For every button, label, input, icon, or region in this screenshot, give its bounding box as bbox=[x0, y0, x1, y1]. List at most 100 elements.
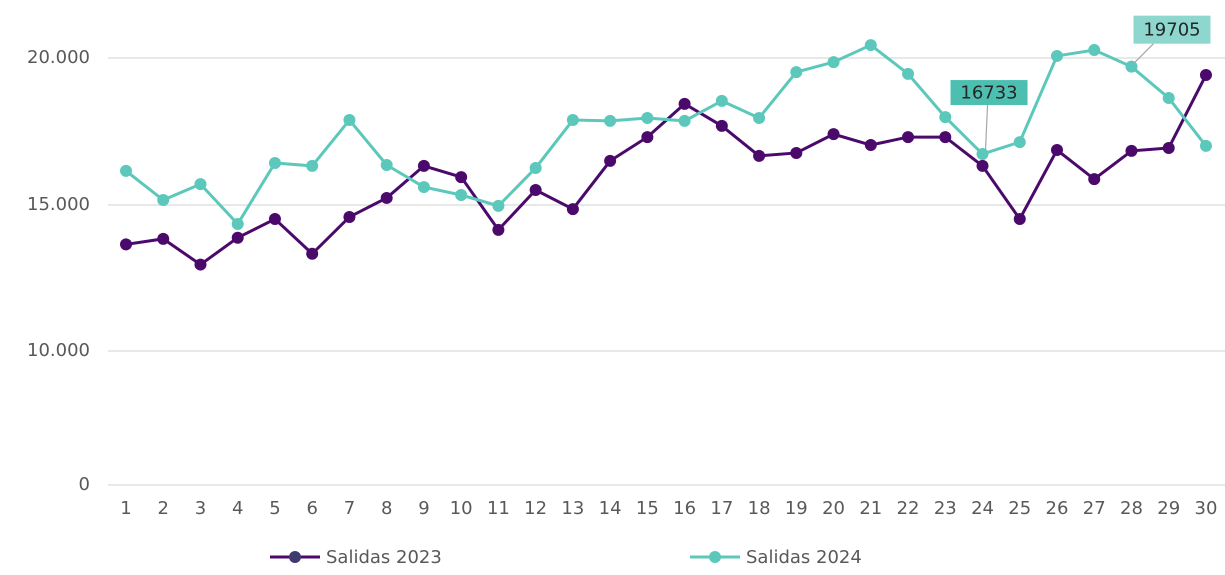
x-tick-label: 7 bbox=[344, 498, 355, 519]
x-tick-label: 20 bbox=[822, 498, 845, 519]
x-tick-label: 18 bbox=[748, 498, 771, 519]
x-tick-label: 8 bbox=[381, 498, 392, 519]
legend-label: Salidas 2024 bbox=[746, 547, 862, 568]
x-tick-label: 15 bbox=[636, 498, 659, 519]
data-point bbox=[194, 258, 207, 271]
data-point bbox=[1162, 141, 1175, 154]
series-line bbox=[125, 43, 1208, 227]
data-point bbox=[268, 213, 281, 226]
data-point bbox=[455, 189, 468, 202]
data-point bbox=[976, 148, 989, 161]
series-line bbox=[125, 74, 1208, 267]
x-tick-label: 26 bbox=[1046, 498, 1069, 519]
label-box bbox=[1133, 15, 1211, 44]
data-point bbox=[231, 217, 244, 230]
x-tick-label: 14 bbox=[599, 498, 622, 519]
data-label: 19705 bbox=[1143, 20, 1200, 41]
data-point bbox=[753, 149, 766, 162]
data-point bbox=[790, 146, 803, 159]
x-tick-label: 4 bbox=[232, 498, 243, 519]
x-tick-label: 6 bbox=[306, 498, 317, 519]
x-tick-label: 17 bbox=[710, 498, 733, 519]
data-point bbox=[268, 156, 281, 169]
data-point bbox=[715, 94, 728, 107]
data-point bbox=[194, 178, 207, 191]
x-tick-label: 23 bbox=[934, 498, 957, 519]
y-tick-label: 15.000 bbox=[27, 194, 90, 215]
data-point bbox=[678, 114, 691, 127]
data-point bbox=[1013, 136, 1026, 149]
legend-label: Salidas 2023 bbox=[326, 547, 442, 568]
data-point bbox=[790, 66, 803, 79]
data-point bbox=[1199, 69, 1212, 82]
x-tick-label: 1 bbox=[120, 498, 131, 519]
y-tick-label: 10.000 bbox=[27, 340, 90, 361]
legend-marker bbox=[289, 551, 301, 563]
leader-line bbox=[1134, 43, 1154, 64]
data-point bbox=[1013, 213, 1026, 226]
data-point bbox=[976, 159, 989, 172]
x-tick-label: 9 bbox=[418, 498, 429, 519]
data-point bbox=[306, 159, 319, 172]
data-point bbox=[1125, 60, 1138, 73]
x-tick-label: 16 bbox=[673, 498, 696, 519]
data-point bbox=[1162, 91, 1175, 104]
y-tick-label: 20.000 bbox=[27, 47, 90, 68]
x-tick-label: 19 bbox=[785, 498, 808, 519]
data-point bbox=[380, 159, 393, 172]
data-point bbox=[417, 159, 430, 172]
x-tick-label: 2 bbox=[158, 498, 169, 519]
x-tick-label: 29 bbox=[1157, 498, 1180, 519]
x-tick-label: 5 bbox=[269, 498, 280, 519]
data-point bbox=[1088, 173, 1101, 186]
x-tick-label: 25 bbox=[1008, 498, 1031, 519]
legend-marker bbox=[709, 551, 721, 563]
y-tick-label: 0 bbox=[79, 474, 90, 495]
x-tick-label: 12 bbox=[524, 498, 547, 519]
data-point bbox=[827, 56, 840, 69]
data-point bbox=[902, 131, 915, 144]
data-point bbox=[306, 247, 319, 260]
data-point bbox=[529, 184, 542, 197]
x-tick-label: 30 bbox=[1195, 498, 1218, 519]
x-tick-label: 24 bbox=[971, 498, 994, 519]
data-point bbox=[343, 114, 356, 127]
leader-line bbox=[984, 105, 989, 151]
data-point bbox=[604, 154, 617, 167]
data-point bbox=[939, 111, 952, 124]
x-tick-label: 21 bbox=[859, 498, 882, 519]
data-point bbox=[417, 181, 430, 194]
data-point bbox=[566, 114, 579, 127]
x-tick-label: 28 bbox=[1120, 498, 1143, 519]
data-point bbox=[753, 111, 766, 124]
data-label: 16733 bbox=[960, 83, 1017, 104]
data-point bbox=[864, 39, 877, 52]
data-point bbox=[604, 114, 617, 127]
data-point bbox=[939, 131, 952, 144]
data-point bbox=[157, 232, 170, 245]
x-tick-label: 22 bbox=[897, 498, 920, 519]
data-point bbox=[455, 171, 468, 184]
data-point bbox=[678, 97, 691, 110]
data-point bbox=[1088, 44, 1101, 57]
data-point bbox=[1051, 144, 1063, 157]
data-point bbox=[120, 238, 132, 251]
x-tick-label: 3 bbox=[195, 498, 206, 519]
x-tick-label: 27 bbox=[1083, 498, 1106, 519]
data-point bbox=[715, 119, 728, 132]
x-tick-label: 11 bbox=[487, 498, 510, 519]
data-point bbox=[1199, 139, 1212, 152]
data-point bbox=[492, 199, 505, 212]
data-point bbox=[1125, 144, 1138, 157]
data-point bbox=[529, 161, 542, 174]
data-point bbox=[231, 231, 244, 244]
data-point bbox=[1051, 49, 1063, 62]
data-point bbox=[641, 111, 654, 124]
data-point bbox=[827, 128, 840, 141]
x-tick-label: 13 bbox=[561, 498, 584, 519]
data-point bbox=[380, 191, 393, 204]
label-box bbox=[950, 80, 1028, 106]
data-point bbox=[157, 194, 170, 207]
data-point bbox=[902, 67, 915, 80]
